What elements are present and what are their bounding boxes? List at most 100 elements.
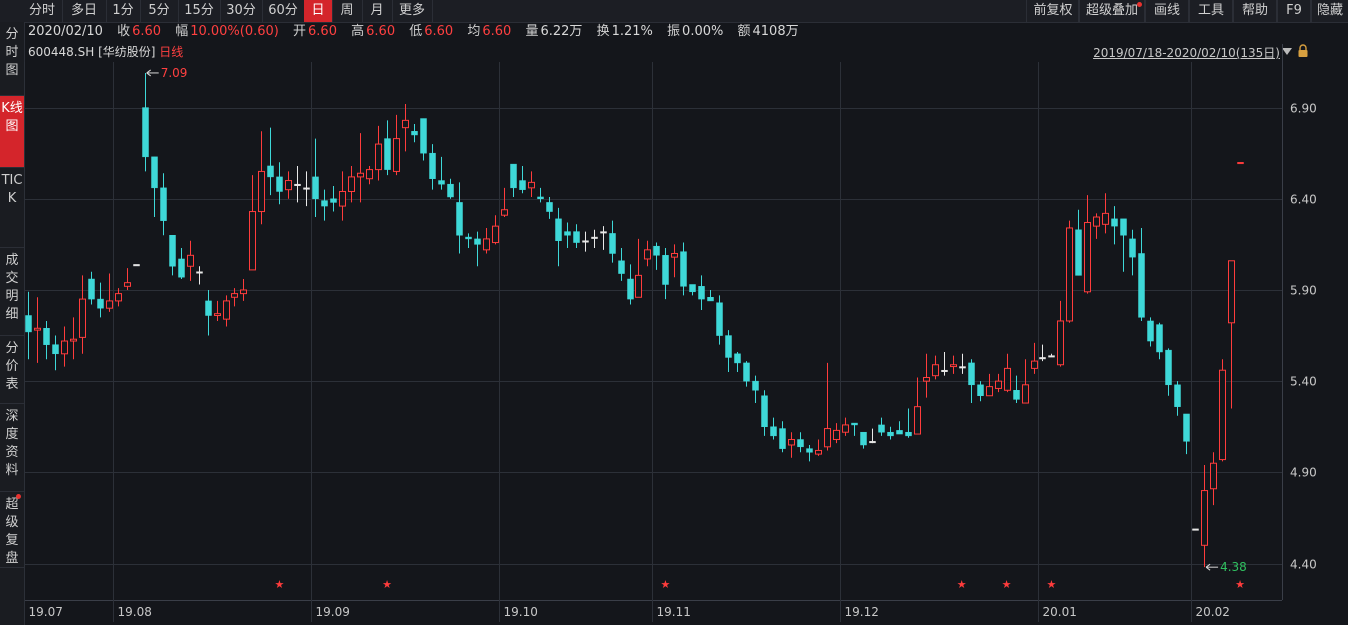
candle-body-up — [70, 338, 77, 342]
candle-body-down — [510, 163, 517, 189]
candle-body-down — [160, 187, 167, 221]
amount-label: 额 — [737, 24, 751, 39]
candle-body-doji — [959, 366, 966, 369]
candle-body-down — [618, 260, 625, 274]
tool-button-3[interactable]: 工具 — [1188, 0, 1234, 22]
candle-body-down — [734, 353, 741, 364]
tool-button-label: 工具 — [1197, 3, 1224, 18]
x-tick-label: 19.09 — [316, 605, 350, 619]
candle-body-up — [1102, 212, 1109, 225]
candle-body-up — [788, 439, 795, 446]
dropdown-triangle-icon[interactable] — [1282, 48, 1292, 55]
date-range-selector[interactable]: 2019/07/18-2020/02/10(135日) — [1093, 46, 1280, 60]
candle-body-down — [860, 431, 867, 446]
candle-body-up — [348, 176, 355, 192]
period-tab-10[interactable]: 更多 — [392, 0, 433, 22]
period-tab-3[interactable]: 5分 — [140, 0, 179, 22]
period-tab-4[interactable]: 15分 — [178, 0, 221, 22]
candle-body-down — [653, 245, 660, 256]
high-value: 6.60 — [366, 24, 396, 39]
tool-button-2[interactable]: 画线 — [1144, 0, 1190, 22]
sidebar-item-0[interactable]: 分时图 — [0, 22, 24, 96]
candle-body-down — [429, 152, 436, 179]
event-star-icon: ★ — [382, 578, 392, 591]
sidebar-item-label: 超级复盘 — [5, 497, 19, 566]
notification-dot-icon — [16, 494, 21, 499]
tool-button-5[interactable]: F9 — [1276, 0, 1312, 22]
candle-body-doji — [869, 441, 876, 444]
candle-body-doji — [133, 264, 140, 267]
candle-body-down — [968, 362, 975, 386]
sidebar-item-2[interactable]: TICK — [0, 168, 24, 248]
candle-body-down — [1147, 320, 1154, 342]
candle-body-up — [932, 364, 939, 377]
close-value: 6.60 — [132, 24, 162, 39]
period-tab-2[interactable]: 1分 — [106, 0, 141, 22]
x-tick-label: 19.12 — [845, 605, 879, 619]
candle-body-down — [1183, 413, 1190, 442]
period-tab-9[interactable]: 月 — [362, 0, 393, 22]
tool-button-0[interactable]: 前复权 — [1026, 0, 1080, 22]
candle-body-doji — [1192, 528, 1199, 531]
period-tab-7[interactable]: 日 — [304, 0, 333, 22]
candle-body-down — [456, 202, 463, 236]
period-tab-5[interactable]: 30分 — [220, 0, 263, 22]
candle-body-down — [169, 235, 176, 267]
sidebar-item-5[interactable]: 深度资料 — [0, 404, 24, 492]
candle-body-down — [474, 238, 481, 245]
candle-body-up — [187, 254, 194, 267]
annotation-label: 7.09 — [161, 66, 188, 80]
candle-body-down — [276, 176, 283, 192]
quote-info-bar: 2020/02/10 收 6.60 幅 10.00%(0.60) 开 6.60 高 6.… — [28, 22, 1348, 42]
candle-body-down — [178, 258, 185, 278]
candle-body-up — [501, 209, 508, 216]
candle-body-down — [151, 156, 158, 189]
candle-body-down — [97, 298, 104, 309]
candle-body-down — [1174, 384, 1181, 407]
candle-body-down — [887, 431, 894, 437]
candle-body-doji — [600, 231, 607, 234]
sidebar-item-4[interactable]: 分价表 — [0, 336, 24, 404]
sidebar-item-1[interactable]: K线图 — [0, 96, 24, 168]
candle-body-doji — [582, 240, 589, 243]
candle-body-up — [402, 119, 409, 129]
quote-date: 2020/02/10 — [28, 24, 103, 39]
change-value: 10.00%(0.60) — [190, 24, 279, 39]
candle-body-doji — [591, 236, 598, 239]
lock-icon[interactable] — [1297, 44, 1309, 58]
candle-body-down — [1120, 218, 1127, 236]
candle-body-down — [321, 200, 328, 207]
tool-button-4[interactable]: 帮助 — [1232, 0, 1278, 22]
candle-body-up — [258, 170, 265, 213]
candle-body-up — [240, 289, 247, 295]
turnover-value: 1.21% — [611, 24, 653, 39]
sidebar-item-3[interactable]: 成交明细 — [0, 248, 24, 336]
candle-body-down — [878, 424, 885, 433]
period-tab-8[interactable]: 周 — [332, 0, 363, 22]
candle-body-down — [770, 426, 777, 437]
candle-body-up — [214, 313, 221, 316]
candle-body-up — [285, 180, 292, 191]
tool-button-6[interactable]: 隐藏 — [1310, 0, 1348, 22]
candle-body-up — [1084, 221, 1091, 293]
candle-body-down — [546, 202, 553, 212]
change-label: 幅 — [175, 24, 189, 39]
candle-body-up — [483, 238, 490, 251]
candle-body-doji — [1237, 162, 1244, 165]
turnover-label: 换 — [596, 24, 610, 39]
candle-body-up — [34, 327, 41, 331]
candle-body-down — [465, 236, 472, 240]
candle-body-up — [357, 172, 364, 178]
sidebar-item-6[interactable]: 超级复盘 — [0, 492, 24, 568]
period-tab-1[interactable]: 多日 — [62, 0, 107, 22]
tool-button-1[interactable]: 超级叠加 — [1078, 0, 1146, 22]
candle-body-doji — [294, 183, 301, 186]
candle-body-down — [1111, 218, 1118, 227]
y-tick-label: 5.90 — [1290, 284, 1317, 298]
annotation-arrow-icon — [146, 69, 152, 77]
period-tab-0[interactable]: 分时 — [22, 0, 63, 22]
candle-body-down — [627, 278, 634, 300]
open-label: 开 — [293, 24, 307, 39]
x-tick-label: 19.07 — [29, 605, 63, 619]
candle-body-down — [1138, 253, 1145, 318]
